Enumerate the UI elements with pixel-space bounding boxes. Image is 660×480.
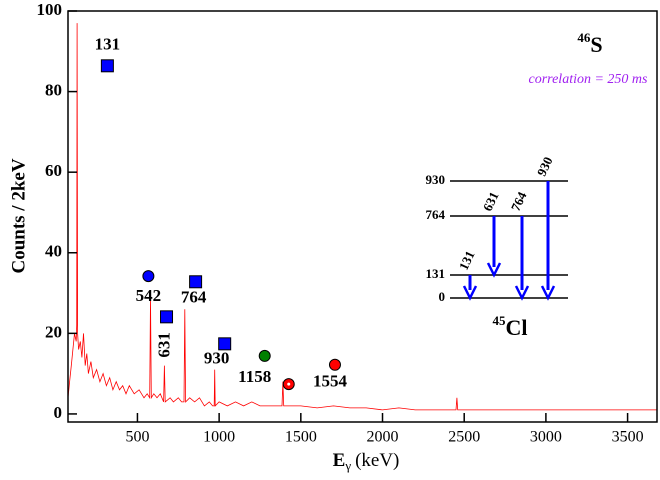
plot-frame	[67, 10, 658, 423]
x-tick-label: 3000	[530, 429, 562, 446]
peak-label: 1554	[313, 372, 348, 391]
peak-marker	[100, 59, 114, 73]
x-label-subscript: γ	[344, 458, 351, 473]
y-tick-label: 40	[45, 242, 62, 261]
x-label-unit: (keV)	[355, 450, 399, 471]
peak-label: 1158	[238, 367, 271, 386]
x-label-symbol: E	[333, 450, 346, 471]
transition-label: 930	[534, 154, 556, 178]
spectrum-line	[68, 23, 657, 411]
level-label: 0	[439, 289, 446, 304]
plot-area	[68, 23, 657, 411]
chart-title: 46S	[577, 30, 602, 57]
peak-marker	[258, 349, 271, 362]
arrow-head	[540, 285, 556, 301]
arrow-head	[462, 285, 478, 301]
arrow-head	[514, 285, 530, 301]
peak-marker	[218, 337, 232, 351]
transition-label: 764	[508, 189, 530, 213]
peak-label: 631	[154, 332, 173, 358]
nucleus-label: 45Cl	[493, 313, 528, 340]
peak-marker	[160, 310, 174, 324]
peak-label: 131	[95, 35, 121, 54]
y-tick-label: 0	[54, 403, 63, 422]
level-label: 131	[426, 266, 446, 281]
x-tick-label: 2000	[367, 429, 399, 446]
transition-label: 631	[480, 189, 502, 213]
annotation: correlation = 250 ms	[529, 72, 649, 87]
peak-label: 764	[181, 288, 207, 307]
level-label: 764	[426, 207, 446, 222]
transition-label: 131	[456, 248, 478, 272]
x-tick-label: 2500	[448, 429, 480, 446]
peak-label: 542	[136, 286, 162, 305]
title-element: S	[590, 32, 602, 57]
peak-marker	[189, 275, 203, 289]
y-axis-label: Counts / 2keV	[8, 158, 29, 273]
title-mass: 46	[577, 30, 591, 45]
marker-dot	[287, 382, 291, 386]
y-tick-label: 80	[45, 80, 62, 99]
level-label: 930	[426, 172, 446, 187]
y-tick-label: 20	[45, 322, 62, 341]
x-tick-label: 3500	[612, 429, 644, 446]
x-axis-label: Eγ (keV)	[333, 450, 400, 473]
y-tick-label: 60	[45, 161, 62, 180]
y-tick-label: 100	[37, 0, 63, 19]
x-tick-label: 1500	[285, 429, 317, 446]
nucleus-element: Cl	[506, 315, 528, 340]
x-tick-label: 500	[125, 429, 149, 446]
x-tick-label: 1000	[203, 429, 235, 446]
peak-marker	[142, 270, 155, 283]
nucleus-mass: 45	[493, 313, 507, 328]
peak-label: 930	[204, 349, 230, 368]
peak-marker	[328, 358, 341, 371]
arrow-head	[486, 262, 502, 278]
